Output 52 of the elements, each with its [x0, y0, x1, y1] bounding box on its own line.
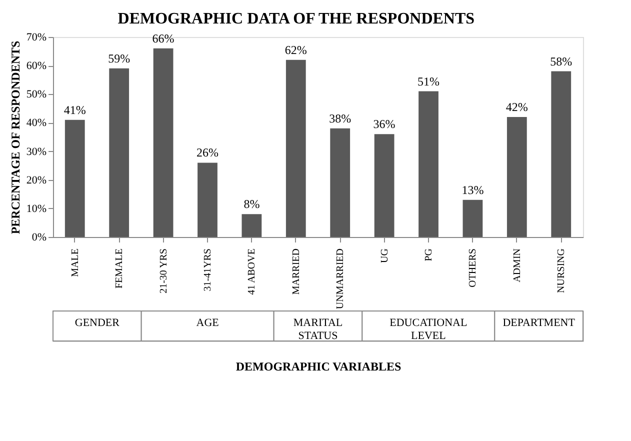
- data-label: 41%: [64, 102, 86, 117]
- x-tick-label: FEMALE: [114, 248, 126, 288]
- bar: [153, 48, 174, 237]
- bar: [198, 162, 218, 237]
- data-label: 66%: [152, 31, 174, 46]
- bar: [286, 60, 306, 237]
- x-tick-label: NURSING: [556, 248, 568, 293]
- data-label: 26%: [196, 146, 218, 160]
- y-tick-label: 50%: [26, 88, 46, 101]
- y-tick-label: 0%: [32, 232, 46, 244]
- y-tick-label: 20%: [26, 174, 46, 186]
- text: AGE: [196, 317, 220, 329]
- data-label: 58%: [550, 54, 572, 68]
- x-tick-label: PG: [424, 248, 435, 262]
- y-tick-label: 30%: [26, 146, 46, 158]
- bar: [330, 128, 350, 237]
- text: MARITAL STATUS: [293, 317, 343, 342]
- bar: [64, 120, 85, 237]
- y-tick-label: 10%: [26, 202, 46, 215]
- data-label: 59%: [108, 51, 130, 66]
- bar: [506, 117, 527, 237]
- bar: [418, 91, 438, 237]
- bar: [242, 214, 262, 237]
- y-tick-label: 60%: [26, 60, 46, 72]
- text: DEPARTMENT: [502, 317, 576, 329]
- x-tick-label: MALE: [70, 248, 81, 277]
- bar: [109, 68, 130, 237]
- data-label: 51%: [418, 74, 440, 88]
- data-label: 38%: [329, 111, 352, 126]
- x-tick-label: OTHERS: [468, 248, 479, 288]
- y-axis-title: PERCENTAGE OF RESPONDENTS: [8, 40, 22, 234]
- text: GENDER: [74, 317, 120, 329]
- x-tick-label: 41 ABOVE: [246, 248, 258, 295]
- data-label: 62%: [284, 42, 307, 57]
- chart-title: DEMOGRAPHIC DATA OF THE RESPONDENTS: [118, 10, 475, 28]
- y-tick-label: 70%: [26, 32, 46, 44]
- data-label: 36%: [373, 117, 396, 132]
- bar: [374, 134, 394, 237]
- text: EDUCATIONAL LEVEL: [390, 317, 468, 342]
- x-tick-label: 21-30 YRS: [158, 248, 170, 294]
- y-tick-label: 40%: [26, 117, 46, 130]
- x-tick-label: ADMIN: [512, 248, 523, 282]
- data-label: 42%: [506, 100, 528, 114]
- data-label: 13%: [462, 182, 484, 197]
- x-tick-label: MARRIED: [290, 248, 302, 295]
- x-tick-label: 31-41YRS: [202, 248, 214, 292]
- x-axis-title: DEMOGRAPHIC VARIABLES: [236, 360, 402, 374]
- x-tick-label: UNMARRIED: [335, 248, 346, 310]
- data-label: 8%: [244, 197, 260, 212]
- bar: [551, 71, 572, 237]
- x-tick-label: UG: [379, 248, 390, 263]
- bar: [462, 200, 483, 237]
